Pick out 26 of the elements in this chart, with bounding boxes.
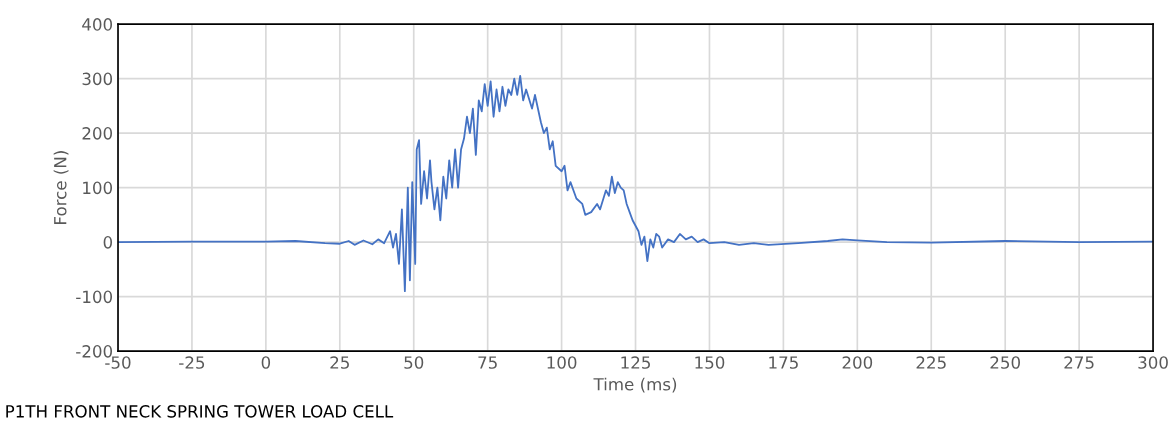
y-tick-label: -100 [76,290,113,304]
y-tick-label: 0 [103,236,113,249]
x-tick-label: 150 [695,356,725,369]
x-tick-label: 125 [621,356,650,369]
x-tick-label: 25 [330,356,349,369]
x-tick-label: 200 [842,356,873,369]
x-tick-label: 275 [1064,356,1094,369]
y-tick-label: 100 [83,181,113,195]
x-axis-title: Time (ms) [593,377,677,393]
x-tick-label: 75 [478,356,497,369]
x-tick-label: -50 [105,356,131,369]
y-tick-label: 400 [82,18,113,31]
x-tick-label: 0 [261,356,271,369]
x-tick-label: 250 [990,356,1020,369]
x-tick-label: 300 [1138,356,1168,369]
y-tick-label: 200 [82,127,113,140]
x-tick-label: 100 [547,356,577,369]
x-tick-label: -25 [179,356,205,369]
x-tick-label: 50 [404,356,424,369]
line-series [118,74,1154,293]
y-tick-label: 300 [82,72,113,86]
x-tick-label: 225 [916,356,946,369]
x-tick-label: 175 [769,356,798,369]
y-tick-label: -200 [76,345,113,358]
y-axis-title: Force (N) [53,151,69,224]
text: P1TH FRONT NECK SPRING TOWER LOAD CELL [6,405,394,418]
